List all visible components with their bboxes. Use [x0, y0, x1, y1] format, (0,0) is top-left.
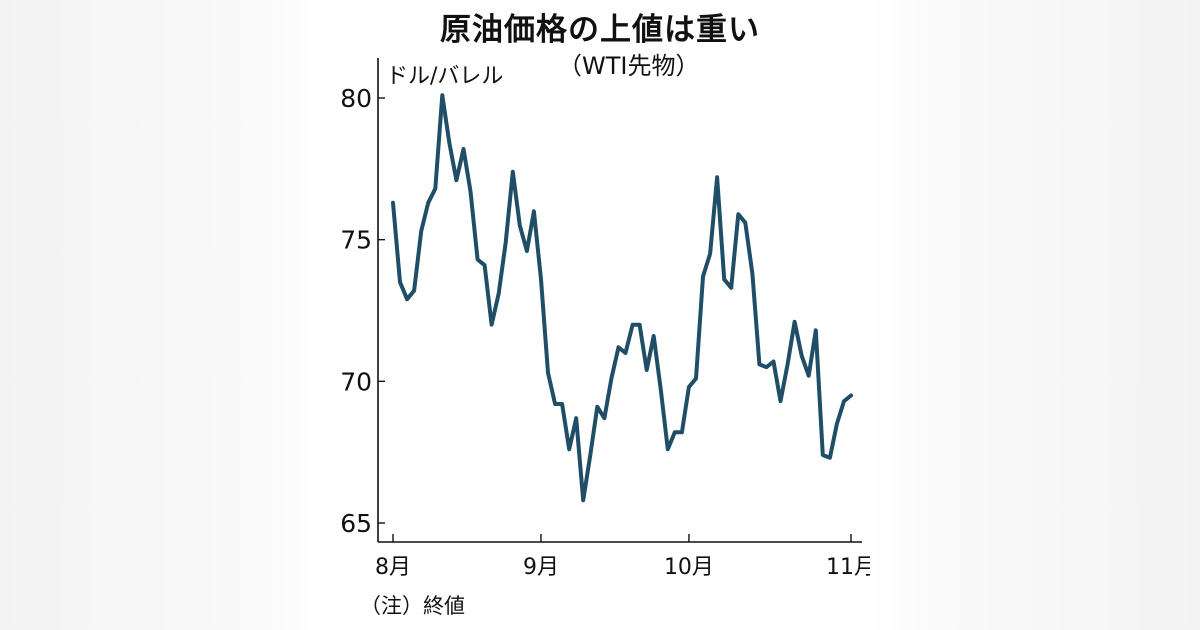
data-point: [681, 431, 683, 433]
data-point: [420, 230, 422, 232]
data-point: [505, 241, 507, 243]
data-point: [589, 454, 591, 456]
x-tick-label-2: 10月: [664, 555, 714, 580]
data-point: [744, 222, 746, 224]
data-point: [815, 329, 817, 331]
data-point: [674, 431, 676, 433]
data-point: [434, 188, 436, 190]
axes: 65 70 75 80 8月 9月 10月 11月: [340, 58, 870, 580]
data-point: [617, 346, 619, 348]
data-point: [786, 363, 788, 365]
data-point: [512, 171, 514, 173]
data-point: [779, 400, 781, 402]
data-point: [646, 369, 648, 371]
y-tick-label-70: 70: [340, 367, 372, 396]
data-point: [483, 264, 485, 266]
data-point: [631, 324, 633, 326]
data-point: [561, 403, 563, 405]
data-point: [702, 275, 704, 277]
data-point: [413, 290, 415, 292]
data-point: [758, 363, 760, 365]
data-point: [568, 448, 570, 450]
data-point: [462, 148, 464, 150]
data-point: [448, 142, 450, 144]
series-line-wti: [391, 93, 853, 503]
data-point: [399, 281, 401, 283]
data-point: [836, 423, 838, 425]
y-tick-label-80: 80: [340, 84, 372, 113]
data-point: [392, 202, 394, 204]
data-point: [533, 210, 535, 212]
data-point: [737, 213, 739, 215]
data-point: [469, 190, 471, 192]
data-point: [540, 278, 542, 280]
data-point: [709, 253, 711, 255]
y-tick-label-75: 75: [340, 226, 372, 255]
data-point: [490, 324, 492, 326]
data-point: [596, 406, 598, 408]
data-point: [498, 292, 500, 294]
data-point: [822, 454, 824, 456]
data-point: [688, 386, 690, 388]
series-layer: [391, 93, 853, 503]
data-point: [638, 324, 640, 326]
x-tick-label-0: 8月: [375, 555, 411, 580]
data-point: [660, 389, 662, 391]
chart-title: 原油価格の上値は重い: [440, 12, 760, 48]
data-point: [526, 250, 528, 252]
x-tick-label-1: 9月: [523, 555, 559, 580]
data-point: [772, 360, 774, 362]
data-point: [751, 273, 753, 275]
data-point: [850, 394, 852, 396]
data-point: [829, 457, 831, 459]
data-point: [554, 403, 556, 405]
data-point: [582, 499, 584, 501]
data-point: [427, 202, 429, 204]
data-point: [603, 417, 605, 419]
data-point: [547, 372, 549, 374]
data-point: [653, 335, 655, 337]
y-axis-unit-label: ドル/バレル: [386, 64, 504, 89]
line-chart: 65 70 75 80 8月 9月 10月 11月: [340, 58, 870, 580]
data-point: [406, 298, 408, 300]
data-point: [730, 287, 732, 289]
data-point: [695, 377, 697, 379]
chart-panel: 原油価格の上値は重い （WTI先物） ドル/バレル （注）終値 65 70 75 80…: [330, 0, 870, 630]
data-point: [624, 352, 626, 354]
data-point: [667, 448, 669, 450]
data-point: [801, 355, 803, 357]
chart-subtitle: （WTI先物）: [558, 52, 700, 80]
data-point: [808, 375, 810, 377]
data-point: [843, 400, 845, 402]
data-point: [765, 366, 767, 368]
data-point: [476, 258, 478, 260]
data-point: [793, 321, 795, 323]
data-point: [575, 417, 577, 419]
x-tick-label-3: 11月: [826, 555, 870, 580]
data-point: [610, 377, 612, 379]
data-point: [441, 94, 443, 96]
data-point: [723, 278, 725, 280]
data-point: [455, 179, 457, 181]
data-point: [716, 176, 718, 178]
chart-note: （注）終値: [360, 594, 465, 618]
data-point: [519, 224, 521, 226]
y-tick-label-65: 65: [340, 509, 372, 538]
